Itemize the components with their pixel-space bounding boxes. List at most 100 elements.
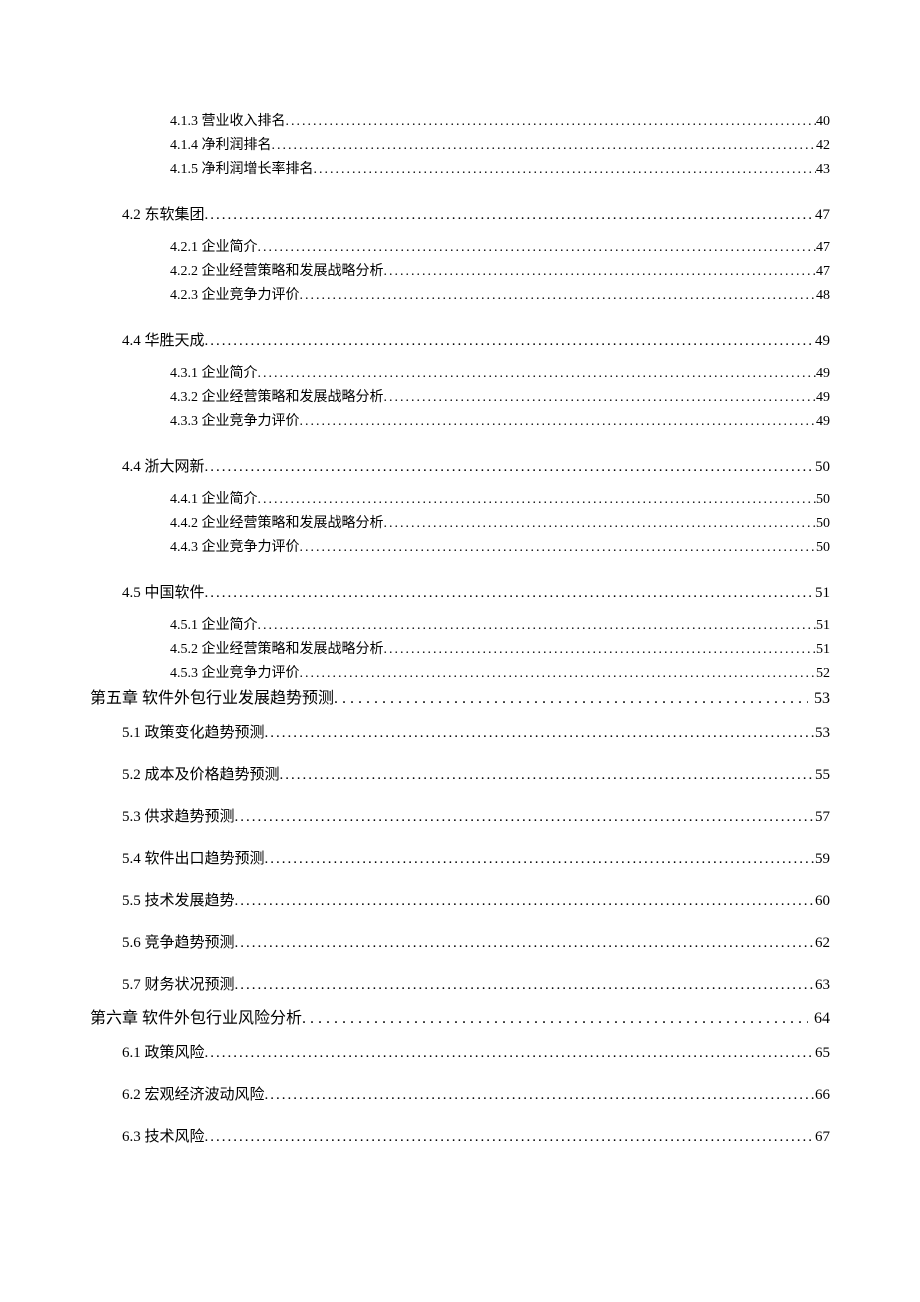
toc-entry: 5.6 竞争趋势预测 62 [90, 922, 830, 964]
toc-entry-page: 50 [816, 536, 830, 560]
toc-entry-page: 47 [815, 194, 830, 236]
toc-entry: 5.2 成本及价格趋势预测55 [90, 754, 830, 796]
toc-entry-page: 64 [808, 1006, 830, 1032]
toc-leader-dots [265, 1074, 815, 1116]
toc-entry: 4.4 浙大网新 50 [90, 446, 830, 488]
toc-leader-dots [235, 880, 815, 922]
toc-leader-dots [272, 134, 817, 158]
toc-leader-dots [334, 686, 808, 712]
toc-leader-dots [205, 194, 815, 236]
toc-leader-dots [205, 1116, 815, 1158]
toc-entry: 4.3.2 企业经营策略和发展战略分析49 [90, 386, 830, 410]
toc-leader-dots [258, 614, 817, 638]
toc-leader-dots [205, 1032, 815, 1074]
toc-entry-page: 48 [816, 284, 830, 308]
toc-leader-dots [265, 712, 815, 754]
toc-leader-dots [314, 158, 817, 182]
toc-entry-page: 42 [816, 134, 830, 158]
toc-leader-dots [280, 754, 815, 796]
toc-entry-label: 4.5 中国软件 [122, 572, 205, 614]
toc-leader-dots [265, 838, 815, 880]
toc-entry-label: 4.4 浙大网新 [122, 446, 205, 488]
toc-entry: 4.2.2 企业经营策略和发展战略分析47 [90, 260, 830, 284]
toc-entry: 4.2.1 企业简介 47 [90, 236, 830, 260]
toc-leader-dots [384, 512, 817, 536]
toc-entry: 4.5 中国软件51 [90, 572, 830, 614]
toc-entry-label: 4.5.1 企业简介 [170, 614, 258, 638]
toc-leader-dots [300, 662, 817, 686]
toc-entry-page: 55 [815, 754, 830, 796]
toc-entry-page: 40 [816, 110, 830, 134]
toc-leader-dots [384, 260, 817, 284]
toc-entry: 5.3 供求趋势预测 57 [90, 796, 830, 838]
toc-entry-label: 第六章 软件外包行业风险分析 [90, 1006, 302, 1032]
toc-entry: 4.2.3 企业竞争力评价 48 [90, 284, 830, 308]
toc-entry-label: 4.4.2 企业经营策略和发展战略分析 [170, 512, 384, 536]
toc-leader-dots [205, 446, 815, 488]
toc-entry-label: 4.4.1 企业简介 [170, 488, 258, 512]
toc-entry: 6.1 政策风险65 [90, 1032, 830, 1074]
toc-entry-page: 65 [815, 1032, 830, 1074]
toc-entry-page: 52 [816, 662, 830, 686]
toc-entry-label: 5.1 政策变化趋势预测 [122, 712, 265, 754]
toc-entry-page: 63 [815, 964, 830, 1006]
toc-entry-page: 60 [815, 880, 830, 922]
toc-entry-page: 51 [816, 638, 830, 662]
toc-entry-page: 50 [816, 488, 830, 512]
toc-entry-label: 5.4 软件出口趋势预测 [122, 838, 265, 880]
toc-entry: 4.4 华胜天成49 [90, 320, 830, 362]
toc-entry: 4.4.2 企业经营策略和发展战略分析 50 [90, 512, 830, 536]
toc-entry-page: 49 [816, 410, 830, 434]
toc-entry-label: 5.6 竞争趋势预测 [122, 922, 235, 964]
toc-entry-label: 4.2.1 企业简介 [170, 236, 258, 260]
toc-entry-page: 50 [815, 446, 830, 488]
toc-leader-dots [384, 386, 817, 410]
toc-leader-dots [205, 572, 815, 614]
toc-entry: 第五章 软件外包行业发展趋势预测53 [90, 686, 830, 712]
toc-entry-label: 5.3 供求趋势预测 [122, 796, 235, 838]
toc-entry-label: 4.2 东软集团 [122, 194, 205, 236]
toc-leader-dots [258, 362, 817, 386]
toc-entry-page: 67 [815, 1116, 830, 1158]
toc-entry-page: 53 [808, 686, 830, 712]
toc-entry: 4.5.1 企业简介 51 [90, 614, 830, 638]
toc-entry-label: 4.5.2 企业经营策略和发展战略分析 [170, 638, 384, 662]
toc-leader-dots [258, 488, 817, 512]
toc-entry-label: 5.7 财务状况预测 [122, 964, 235, 1006]
toc-entry-page: 57 [815, 796, 830, 838]
toc-entry-page: 50 [816, 512, 830, 536]
toc-leader-dots [235, 964, 815, 1006]
toc-entry-page: 49 [816, 362, 830, 386]
toc-entry-page: 47 [816, 236, 830, 260]
toc-entry: 6.2 宏观经济波动风险66 [90, 1074, 830, 1116]
toc-entry-label: 4.1.3 营业收入排名 [170, 110, 286, 134]
toc-leader-dots [258, 236, 817, 260]
toc-entry: 4.4.1 企业简介 50 [90, 488, 830, 512]
toc-entry-page: 51 [816, 614, 830, 638]
toc-leader-dots [302, 1006, 808, 1032]
toc-entry: 4.1.4 净利润排名42 [90, 134, 830, 158]
toc-entry: 4.5.2 企业经营策略和发展战略分析 51 [90, 638, 830, 662]
toc-entry: 4.1.3 营业收入排名 40 [90, 110, 830, 134]
toc-entry: 5.5 技术发展趋势 60 [90, 880, 830, 922]
toc-leader-dots [235, 796, 815, 838]
toc-entry: 6.3 技术风险67 [90, 1116, 830, 1158]
toc-entry-label: 5.5 技术发展趋势 [122, 880, 235, 922]
toc-entry: 4.1.5 净利润增长率排名 43 [90, 158, 830, 182]
toc-entry: 5.7 财务状况预测 63 [90, 964, 830, 1006]
table-of-contents: 4.1.3 营业收入排名 404.1.4 净利润排名424.1.5 净利润增长率排… [90, 110, 830, 1158]
toc-entry-label: 4.3.1 企业简介 [170, 362, 258, 386]
toc-entry: 4.3.1 企业简介 49 [90, 362, 830, 386]
toc-entry-page: 62 [815, 922, 830, 964]
toc-entry-page: 59 [815, 838, 830, 880]
toc-entry-page: 66 [815, 1074, 830, 1116]
toc-entry-page: 43 [816, 158, 830, 182]
toc-entry-label: 4.4.3 企业竞争力评价 [170, 536, 300, 560]
toc-entry-label: 4.1.5 净利润增长率排名 [170, 158, 314, 182]
toc-entry-label: 4.2.3 企业竞争力评价 [170, 284, 300, 308]
toc-leader-dots [205, 320, 815, 362]
toc-leader-dots [300, 284, 817, 308]
toc-entry: 5.4 软件出口趋势预测 59 [90, 838, 830, 880]
toc-entry-page: 49 [816, 386, 830, 410]
toc-entry-page: 53 [815, 712, 830, 754]
